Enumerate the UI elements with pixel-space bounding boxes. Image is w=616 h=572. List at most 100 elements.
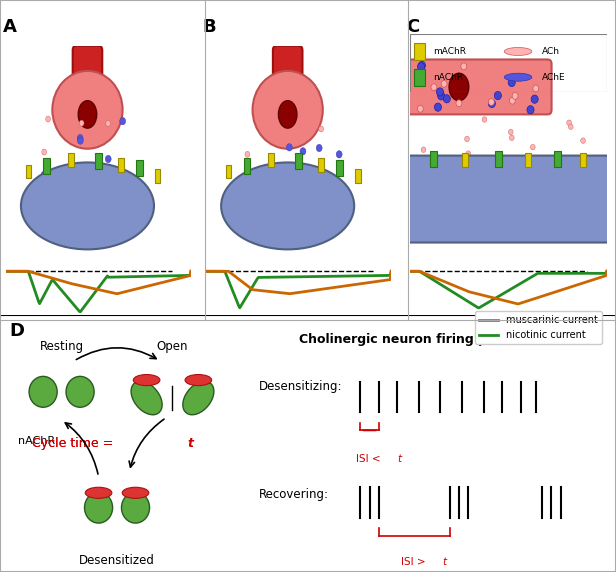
Ellipse shape: [29, 376, 57, 407]
Bar: [226, 165, 232, 178]
Circle shape: [78, 137, 83, 144]
Circle shape: [105, 156, 111, 162]
Bar: [413, 43, 426, 60]
Circle shape: [437, 88, 444, 96]
Circle shape: [318, 126, 323, 132]
Circle shape: [46, 116, 51, 122]
Text: Cholinergic neuron firing patterns: Cholinergic neuron firing patterns: [299, 332, 538, 345]
Circle shape: [79, 120, 84, 126]
Text: Cycle time =: Cycle time =: [32, 437, 117, 450]
Circle shape: [130, 178, 136, 185]
Circle shape: [466, 151, 471, 156]
Circle shape: [434, 103, 442, 112]
Ellipse shape: [253, 71, 323, 149]
Ellipse shape: [131, 381, 162, 415]
Circle shape: [464, 136, 469, 142]
Ellipse shape: [66, 376, 94, 407]
Circle shape: [298, 169, 302, 175]
Text: A: A: [2, 18, 17, 36]
Bar: [495, 151, 502, 167]
Circle shape: [468, 174, 473, 180]
Bar: [244, 158, 250, 174]
Circle shape: [509, 135, 514, 141]
Circle shape: [461, 158, 465, 164]
Text: nAChR: nAChR: [433, 73, 463, 82]
Bar: [296, 153, 302, 169]
Ellipse shape: [78, 101, 97, 128]
Circle shape: [185, 375, 212, 386]
Ellipse shape: [84, 492, 113, 523]
Ellipse shape: [52, 71, 123, 149]
Circle shape: [133, 375, 160, 386]
Bar: [525, 153, 531, 167]
FancyBboxPatch shape: [402, 156, 615, 243]
Bar: [413, 69, 426, 86]
FancyBboxPatch shape: [73, 46, 102, 96]
Circle shape: [120, 117, 126, 125]
Text: mAChR: mAChR: [433, 47, 466, 56]
Bar: [95, 153, 102, 169]
Circle shape: [494, 92, 501, 100]
Circle shape: [482, 117, 487, 122]
Bar: [44, 158, 50, 174]
FancyBboxPatch shape: [406, 59, 551, 114]
Circle shape: [505, 47, 532, 55]
Circle shape: [480, 184, 485, 190]
Circle shape: [569, 124, 573, 129]
Text: Resting: Resting: [39, 340, 84, 353]
Circle shape: [418, 61, 426, 70]
Circle shape: [277, 173, 282, 178]
Text: ISI <: ISI <: [355, 454, 384, 463]
Circle shape: [245, 152, 249, 157]
Bar: [136, 160, 142, 176]
FancyBboxPatch shape: [273, 46, 302, 96]
Bar: [554, 151, 561, 167]
Bar: [355, 169, 361, 183]
Ellipse shape: [221, 162, 354, 249]
Circle shape: [530, 144, 535, 150]
Text: ACh: ACh: [541, 47, 560, 56]
Bar: [269, 153, 274, 167]
Circle shape: [509, 97, 516, 104]
Ellipse shape: [278, 101, 297, 128]
Text: B: B: [203, 18, 216, 36]
Circle shape: [280, 183, 285, 189]
Circle shape: [505, 73, 532, 81]
Ellipse shape: [21, 162, 154, 249]
Ellipse shape: [121, 492, 150, 523]
Text: AChE: AChE: [541, 73, 565, 82]
Circle shape: [531, 95, 538, 104]
Circle shape: [42, 149, 47, 155]
Text: Desensitizing:: Desensitizing:: [259, 380, 342, 393]
Bar: [26, 165, 31, 178]
Circle shape: [512, 93, 518, 100]
Circle shape: [245, 172, 249, 178]
Circle shape: [526, 169, 530, 175]
Text: t: t: [442, 557, 447, 566]
Text: C: C: [406, 18, 419, 36]
Circle shape: [422, 155, 427, 161]
Circle shape: [122, 487, 149, 498]
Circle shape: [106, 121, 110, 126]
Circle shape: [316, 144, 322, 152]
Circle shape: [85, 487, 112, 498]
Text: Recovering:: Recovering:: [259, 488, 329, 501]
Circle shape: [533, 85, 539, 92]
Circle shape: [81, 169, 86, 175]
Circle shape: [491, 179, 496, 185]
Circle shape: [336, 150, 342, 158]
Circle shape: [426, 156, 431, 162]
Text: D: D: [9, 322, 24, 340]
Bar: [336, 160, 342, 176]
Circle shape: [488, 98, 494, 105]
Circle shape: [268, 170, 274, 177]
Circle shape: [418, 62, 424, 71]
Text: Open: Open: [156, 340, 188, 353]
Ellipse shape: [449, 73, 469, 101]
Bar: [68, 153, 74, 167]
Bar: [155, 169, 161, 183]
Circle shape: [441, 81, 447, 88]
Circle shape: [418, 105, 423, 112]
Text: t: t: [397, 454, 402, 463]
Circle shape: [286, 144, 293, 151]
